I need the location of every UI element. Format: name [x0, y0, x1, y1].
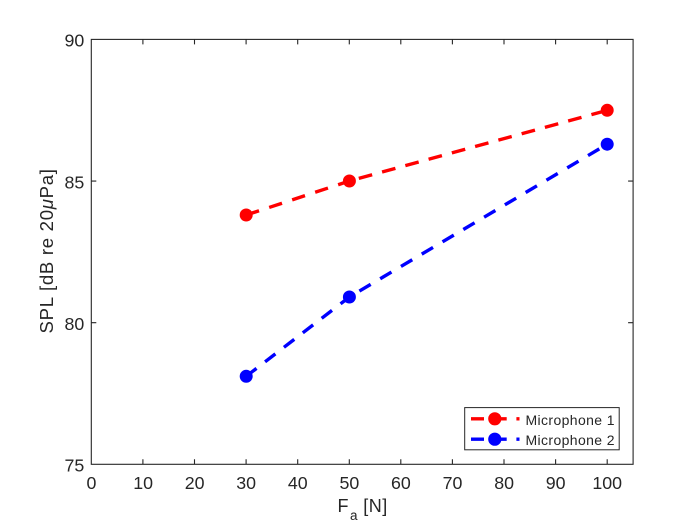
- svg-text:Microphone 2: Microphone 2: [526, 432, 615, 448]
- svg-text:F: F: [338, 496, 349, 516]
- svg-text:SPL [dB re 20μPa]: SPL [dB re 20μPa]: [36, 168, 57, 333]
- svg-text:85: 85: [65, 172, 85, 192]
- svg-text:90: 90: [65, 31, 85, 51]
- svg-text:a: a: [350, 508, 358, 523]
- svg-text:75: 75: [65, 455, 85, 475]
- svg-text:50: 50: [340, 473, 360, 493]
- svg-text:70: 70: [443, 473, 463, 493]
- svg-text:Microphone 1: Microphone 1: [526, 412, 615, 428]
- svg-text:40: 40: [288, 473, 308, 493]
- svg-text:100: 100: [592, 473, 622, 493]
- svg-text:80: 80: [65, 314, 85, 334]
- svg-text:80: 80: [494, 473, 514, 493]
- svg-text:60: 60: [391, 473, 411, 493]
- svg-text:20: 20: [185, 473, 205, 493]
- svg-text:30: 30: [236, 473, 256, 493]
- svg-text:90: 90: [546, 473, 566, 493]
- svg-text:10: 10: [133, 473, 153, 493]
- svg-text:[N]: [N]: [363, 496, 388, 516]
- svg-text:0: 0: [87, 473, 97, 493]
